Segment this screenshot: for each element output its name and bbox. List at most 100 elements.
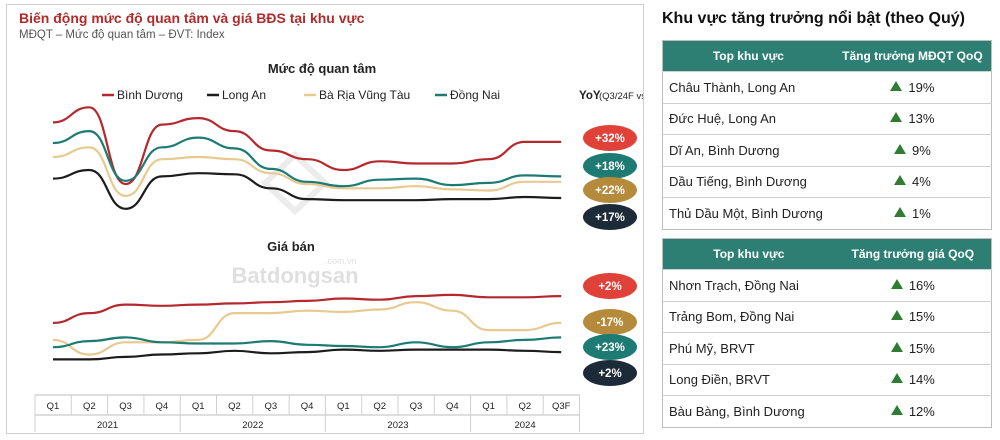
- yoy-note: (Q3/24F vs. Q3/23): [599, 91, 643, 102]
- growth-cell: 4%: [833, 165, 992, 198]
- up-arrow-icon: [890, 310, 903, 321]
- price-line-bình-dương: [52, 293, 562, 324]
- yoy-badge-label: +32%: [595, 133, 625, 145]
- legend-label: Long An: [222, 88, 266, 102]
- x-tick-label: Q3F: [552, 401, 571, 412]
- table-row: Dĩ An, Bình Dương 9%: [662, 134, 992, 166]
- growth-cell: 14%: [834, 363, 992, 396]
- growth-cell: 15%: [834, 332, 992, 364]
- year-label: 2023: [387, 420, 408, 431]
- year-label: 2021: [97, 420, 118, 431]
- interest-line-long-an: [52, 168, 562, 210]
- yoy-badge-label: +2%: [598, 368, 621, 380]
- table-row: Phú Mỹ, BRVT 15%: [662, 332, 992, 364]
- yoy-badge-label: +17%: [595, 212, 625, 224]
- x-tick-label: Q1: [337, 401, 350, 412]
- column-header-growth: Tăng trưởng giá QoQ: [834, 238, 992, 270]
- yoy-badge: [583, 334, 637, 360]
- price-line-bà-rịa-vũng-tàu: [52, 301, 562, 356]
- up-arrow-icon: [890, 80, 903, 91]
- chart-title: Biến động mức độ quan tâm và giá BĐS tại…: [19, 10, 365, 26]
- yoy-badge: [583, 309, 637, 335]
- up-arrow-icon: [890, 404, 903, 415]
- yoy-badge-label: +18%: [595, 161, 625, 173]
- x-tick-label: Q2: [519, 401, 532, 412]
- x-tick-label: Q3: [119, 401, 132, 412]
- legend-label: Bà Rịa Vũng Tàu: [319, 88, 410, 102]
- table-row: Bàu Bàng, Bình Dương 12%: [662, 395, 992, 427]
- growth-cell: 15%: [834, 300, 992, 333]
- table-row: Châu Thành, Long An 19%: [662, 71, 992, 103]
- up-arrow-icon: [894, 206, 907, 217]
- growth-value: 15%: [908, 340, 935, 356]
- price-line-đồng-nai: [52, 336, 562, 349]
- legend-label: Bình Dương: [117, 88, 183, 102]
- price-growth-table: Top khu vực Tăng trưởng giá QoQ Nhơn Trạ…: [662, 238, 992, 428]
- watermark-domain-text: .com.vn: [325, 256, 357, 266]
- up-arrow-icon: [894, 175, 907, 186]
- growth-value: 9%: [912, 142, 931, 158]
- area-cell: Thủ Dầu Một, Bình Dương: [662, 197, 834, 229]
- watermark-text: Batdongsan: [231, 263, 358, 288]
- table-header-row: Top khu vực Tăng trưởng giá QoQ: [662, 238, 992, 270]
- area-cell: Phú Mỹ, BRVT: [662, 332, 835, 364]
- interest-growth-table: Top khu vực Tăng trưởng MĐQT QoQ Châu Th…: [662, 40, 992, 230]
- x-tick-label: Q1: [47, 401, 60, 412]
- interest-line-bà-rịa-vũng-tàu: [52, 146, 562, 197]
- table-row: Nhơn Trạch, Đồng Nai 16%: [662, 269, 992, 301]
- yoy-badge-label: +22%: [595, 185, 625, 197]
- x-tick-label: Q4: [301, 401, 314, 412]
- interest-line-đồng-nai: [52, 130, 562, 188]
- area-cell: Long Điền, BRVT: [662, 363, 835, 396]
- growth-value: 13%: [908, 111, 935, 127]
- x-tick-label: Q1: [482, 401, 495, 412]
- yoy-badge: [583, 204, 637, 230]
- yoy-badge: [583, 153, 637, 179]
- yoy-badge-label: -17%: [597, 317, 624, 329]
- year-label: 2022: [242, 420, 263, 431]
- table-row: Đức Huệ, Long An 13%: [662, 102, 992, 135]
- area-cell: Châu Thành, Long An: [662, 71, 834, 103]
- x-tick-label: Q2: [228, 401, 241, 412]
- yoy-badge: [583, 360, 637, 386]
- x-tick-label: Q3: [410, 401, 423, 412]
- x-tick-label: Q4: [446, 401, 459, 412]
- area-cell: Bàu Bàng, Bình Dương: [662, 395, 835, 427]
- x-tick-label: Q2: [373, 401, 386, 412]
- growth-value: 16%: [908, 277, 935, 293]
- table-row: Thủ Dầu Một, Bình Dương 1%: [662, 197, 992, 229]
- price-chart-title: Giá bán: [267, 239, 315, 254]
- chart-canvas: Batdongsan.com.vn Mức độ quan tâm Giá bán B…: [34, 61, 643, 432]
- growth-cell: 1%: [833, 197, 992, 229]
- growth-value: 14%: [908, 372, 935, 388]
- price-line-long-an: [53, 348, 562, 361]
- growth-cell: 16%: [834, 269, 992, 301]
- growth-value: 1%: [912, 205, 931, 221]
- growth-value: 15%: [908, 309, 935, 325]
- growth-cell: 19%: [833, 71, 992, 103]
- up-arrow-icon: [890, 341, 903, 352]
- growth-cell: 12%: [834, 395, 992, 427]
- x-tick-label: Q3: [264, 401, 277, 412]
- yoy-badge: [583, 177, 637, 203]
- tables-title: Khu vực tăng trưởng nổi bật (theo Quý): [662, 10, 965, 27]
- column-header-growth: Tăng trưởng MĐQT QoQ: [833, 40, 992, 72]
- table-row: Trảng Bom, Đồng Nai 15%: [662, 300, 992, 333]
- area-cell: Dĩ An, Bình Dương: [662, 134, 834, 166]
- yoy-badge-label: +2%: [598, 281, 621, 293]
- up-arrow-icon: [894, 143, 907, 154]
- yoy-badge-label: +23%: [595, 342, 625, 354]
- yoy-badge: [583, 125, 637, 151]
- area-cell: Dầu Tiếng, Bình Dương: [662, 165, 834, 198]
- x-tick-label: Q1: [192, 401, 205, 412]
- chart-subtitle: MĐQT – Mức độ quan tâm – ĐVT: Index: [19, 29, 225, 41]
- table-row: Dầu Tiếng, Bình Dương 4%: [662, 165, 992, 198]
- legend-label: Đồng Nai: [450, 88, 500, 102]
- area-cell: Đức Huệ, Long An: [662, 102, 834, 135]
- yoy-badge: [583, 273, 637, 299]
- growth-cell: 9%: [833, 134, 992, 166]
- interest-chart-title: Mức độ quan tâm: [268, 61, 376, 76]
- column-header-area: Top khu vực: [662, 40, 834, 72]
- up-arrow-icon: [890, 278, 903, 289]
- growth-cell: 13%: [833, 102, 992, 135]
